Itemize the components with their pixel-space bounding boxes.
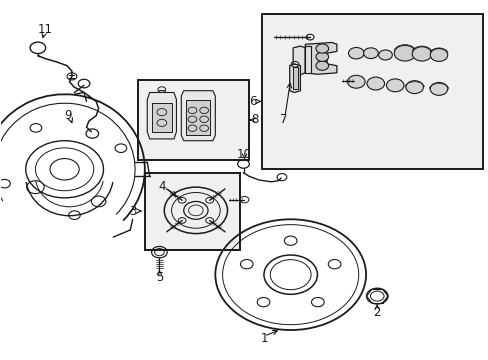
Polygon shape [292, 46, 305, 75]
Text: 3: 3 [129, 204, 136, 217]
Text: 11: 11 [38, 23, 53, 36]
Circle shape [315, 61, 328, 70]
Circle shape [378, 50, 391, 60]
Circle shape [429, 82, 447, 95]
Circle shape [411, 47, 431, 61]
Circle shape [363, 48, 377, 59]
Circle shape [315, 44, 328, 53]
Circle shape [429, 49, 447, 62]
Text: 1: 1 [260, 333, 267, 346]
Polygon shape [186, 100, 210, 135]
Text: 10: 10 [237, 148, 251, 162]
Polygon shape [147, 93, 176, 139]
Text: 5: 5 [155, 271, 163, 284]
Polygon shape [292, 67, 297, 89]
Circle shape [386, 79, 403, 92]
Text: 8: 8 [251, 113, 258, 126]
Text: 2: 2 [373, 306, 380, 319]
Circle shape [347, 75, 365, 88]
Polygon shape [305, 42, 336, 74]
Text: 6: 6 [249, 95, 257, 108]
Polygon shape [181, 91, 215, 141]
Circle shape [348, 48, 364, 59]
Circle shape [405, 81, 423, 94]
Bar [304, 46, 310, 73]
Bar [144, 173, 239, 249]
Polygon shape [152, 103, 171, 132]
Text: 7: 7 [279, 113, 286, 126]
Bar [137, 80, 249, 160]
Circle shape [366, 77, 384, 90]
Text: 9: 9 [64, 109, 72, 122]
Circle shape [393, 45, 415, 61]
Polygon shape [289, 64, 300, 93]
Text: 4: 4 [158, 180, 165, 193]
Circle shape [315, 52, 328, 62]
Bar [261, 14, 482, 169]
